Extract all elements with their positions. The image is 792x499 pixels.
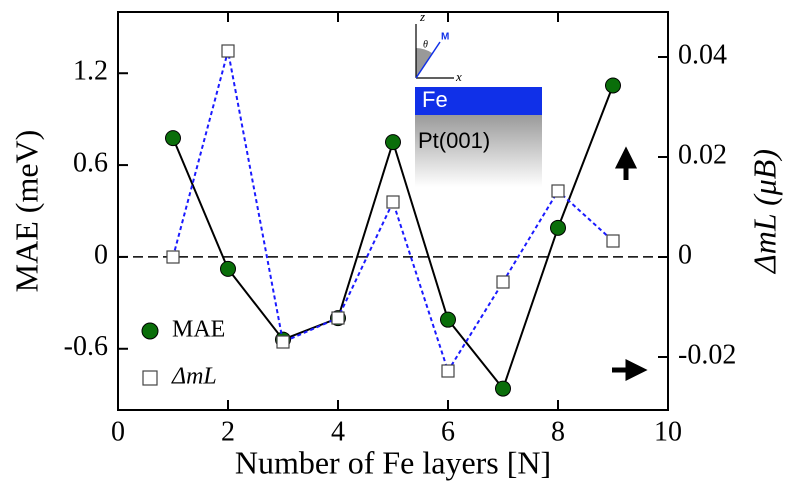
x-tick-label: 6 bbox=[441, 416, 455, 447]
point bbox=[165, 130, 181, 147]
x-label-inset: x bbox=[455, 69, 462, 84]
x-tick-label: 8 bbox=[551, 416, 565, 447]
point bbox=[550, 219, 566, 236]
series-line bbox=[172, 85, 614, 391]
series-line bbox=[172, 50, 614, 374]
fe-block bbox=[415, 87, 542, 115]
point bbox=[440, 311, 456, 328]
x-axis-label: Number of Fe layers [N] bbox=[235, 444, 551, 480]
point bbox=[495, 380, 511, 397]
point bbox=[385, 134, 401, 151]
point bbox=[166, 250, 180, 264]
arrow-right bbox=[612, 358, 648, 382]
y2-tick-label: 0.04 bbox=[678, 39, 727, 70]
point bbox=[276, 335, 290, 349]
pt-label: Pt(001) bbox=[418, 128, 490, 153]
fe-label: Fe bbox=[422, 87, 448, 112]
substrate-block bbox=[415, 115, 542, 187]
x-tick-label: 10 bbox=[654, 416, 682, 447]
z-label: z bbox=[419, 9, 425, 24]
y-axis-label: MAE (meV) bbox=[8, 130, 44, 293]
m-vector bbox=[415, 41, 441, 79]
legend-label: ΔmL bbox=[171, 364, 217, 390]
y-tick-label: 0.6 bbox=[73, 147, 108, 178]
point bbox=[221, 44, 235, 58]
point bbox=[220, 260, 236, 277]
theta-wedge bbox=[416, 48, 432, 78]
y2-tick-label: 0.02 bbox=[678, 139, 727, 170]
legend-marker bbox=[142, 370, 158, 386]
x-tick-label: 0 bbox=[111, 416, 125, 447]
x-tick-label: 2 bbox=[221, 416, 235, 447]
legend-label: MAE bbox=[172, 317, 225, 343]
x-tick-label: 4 bbox=[331, 416, 345, 447]
point bbox=[496, 275, 510, 289]
point bbox=[551, 184, 565, 198]
plot-frame bbox=[117, 11, 669, 411]
theta-label: θ bbox=[423, 39, 428, 50]
m-label: M bbox=[441, 32, 449, 43]
y-tick-label: 1.2 bbox=[73, 56, 108, 87]
y-tick-label: 0 bbox=[94, 239, 108, 270]
point bbox=[386, 195, 400, 209]
arrow-up bbox=[614, 146, 638, 180]
legend-marker bbox=[141, 322, 159, 340]
y-tick-label: -0.6 bbox=[64, 331, 108, 362]
inset: Fe Pt(001) z x θ M bbox=[415, 9, 542, 187]
point bbox=[605, 77, 621, 94]
y2-tick-label: 0 bbox=[678, 239, 692, 270]
point bbox=[331, 311, 345, 325]
point bbox=[606, 234, 620, 248]
y2-axis-label: ΔmL (μB) bbox=[746, 149, 782, 275]
point bbox=[441, 364, 455, 378]
y2-tick-label: -0.02 bbox=[678, 339, 736, 370]
